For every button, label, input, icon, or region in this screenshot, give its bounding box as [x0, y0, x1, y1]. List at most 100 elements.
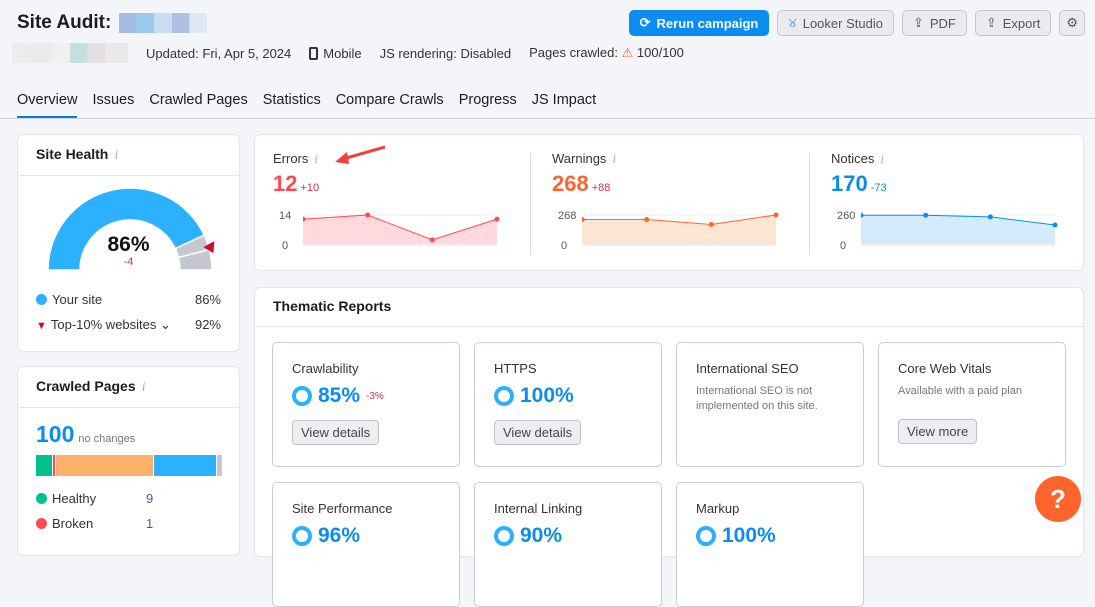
bar-segment-redirected[interactable]	[153, 455, 216, 476]
report-card-core-web-vitals[interactable]: Core Web Vitals Available with a paid pla…	[878, 342, 1066, 467]
sparkline-chart	[861, 212, 1058, 246]
report-button[interactable]: View more	[898, 419, 978, 444]
legend-healthy[interactable]: Healthy 9	[18, 491, 239, 506]
tab-compare-crawls[interactable]: Compare Crawls	[335, 92, 444, 108]
site-health-card: Site Health i 86% -4 Your site 86% ▼ Top-10…	[17, 134, 240, 352]
site-health-gauge	[47, 187, 215, 271]
export-button[interactable]: ⇪ Export	[974, 10, 1052, 36]
sparkline-point[interactable]	[923, 212, 929, 218]
report-button[interactable]: View details	[494, 420, 582, 445]
legend-your-site: Your site 86%	[18, 292, 239, 307]
sparkline-area	[861, 215, 1055, 244]
report-title: Core Web Vitals	[898, 361, 992, 376]
project-domain-redacted	[119, 13, 208, 33]
sparkline-point[interactable]	[1052, 222, 1058, 228]
info-icon[interactable]: i	[314, 151, 319, 166]
pdf-label: PDF	[929, 15, 956, 31]
info-icon[interactable]: i	[880, 151, 884, 166]
bar-segment-broken[interactable]	[53, 455, 56, 476]
report-title: Crawlability	[292, 361, 359, 376]
bar-segment-blocked[interactable]	[216, 455, 222, 476]
info-icon[interactable]: i	[141, 380, 146, 395]
metric-value[interactable]: 12 +10	[273, 171, 513, 197]
tab-js-impact[interactable]: JS Impact	[531, 92, 597, 108]
updated-date: Updated: Fri, Apr 5, 2024	[146, 45, 292, 61]
warning-icon: ⚠	[621, 45, 634, 60]
sparkline-point[interactable]	[987, 214, 993, 220]
site-health-header: Site Health i	[18, 135, 239, 176]
sparkline-point[interactable]	[365, 212, 371, 218]
y-axis-min: 0	[561, 240, 568, 252]
looker-studio-button[interactable]: ୪ Looker Studio	[777, 10, 894, 36]
upload-icon: ⇪	[912, 15, 924, 30]
metric-value[interactable]: 268 +88	[552, 171, 792, 197]
sparkline-point[interactable]	[582, 217, 585, 223]
report-card-internal-linking[interactable]: Internal Linking 90%	[474, 482, 662, 607]
help-button[interactable]: ?	[1035, 476, 1081, 522]
gauge-your-site-arc	[47, 187, 206, 271]
settings-button[interactable]: ⚙	[1059, 10, 1085, 36]
crawled-count: 100 no changes	[36, 421, 135, 448]
report-card-markup[interactable]: Markup 100%	[676, 482, 864, 607]
report-description: International SEO is not implemented on …	[696, 385, 818, 412]
report-score-value: 100%	[520, 384, 574, 407]
report-card-international-seo[interactable]: International SEO International SEO is no…	[676, 342, 864, 467]
bar-segment-have-issues[interactable]	[56, 455, 153, 476]
bar-segment-healthy[interactable]	[36, 455, 53, 476]
rerun-campaign-button[interactable]: ⟳ Rerun campaign	[628, 10, 770, 36]
sparkline-point[interactable]	[644, 217, 650, 223]
report-score-value: 100%	[722, 524, 776, 547]
info-icon[interactable]: i	[612, 151, 617, 166]
rerun-label: Rerun campaign	[656, 15, 759, 31]
mobile-icon	[309, 46, 319, 60]
report-title: International SEO	[696, 361, 799, 376]
blue-dot-icon	[36, 294, 47, 305]
sparkline-point[interactable]	[303, 216, 306, 222]
device-label: Mobile	[323, 45, 362, 61]
toolbar: ⟳ Rerun campaign ୪ Looker Studio ⇪ PDF ⇪ Exp…	[628, 10, 1085, 36]
refresh-icon: ⟳	[639, 15, 651, 30]
report-card-site-performance[interactable]: Site Performance 96%	[272, 482, 460, 607]
sparkline-point[interactable]	[773, 212, 779, 218]
broken-value[interactable]: 1	[146, 516, 154, 531]
crawled-count-value: 100	[36, 421, 75, 447]
legend-top10[interactable]: ▼ Top-10% websites ⌄ 92%	[18, 317, 239, 333]
sparkline-point[interactable]	[861, 212, 864, 218]
tab-crawled-pages[interactable]: Crawled Pages	[149, 92, 248, 108]
report-button[interactable]: View details	[292, 420, 380, 445]
tab-issues[interactable]: Issues	[92, 92, 135, 108]
metric-value[interactable]: 170 -73	[831, 171, 1071, 197]
metric-delta: +10	[300, 182, 320, 194]
sparkline-point[interactable]	[429, 237, 435, 243]
sparkline-point[interactable]	[708, 222, 714, 228]
sparkline-line	[303, 214, 498, 241]
sparkline-point[interactable]	[494, 216, 500, 222]
divider	[809, 153, 810, 255]
report-score-delta: -3%	[366, 390, 384, 402]
metric-warnings: Warnings i 268 +88 268 0	[552, 151, 792, 252]
y-axis-max: 14	[279, 210, 292, 222]
report-score-value: 85%	[318, 384, 361, 407]
pages-crawled: Pages crawled: ⚠ 100/100	[529, 45, 684, 61]
metric-label-text: Errors	[273, 151, 309, 166]
site-health-value: 86%	[107, 233, 150, 256]
chevron-down-icon[interactable]: ⌄	[160, 317, 171, 332]
looker-studio-icon: ୪	[788, 15, 797, 30]
tab-statistics[interactable]: Statistics	[262, 92, 321, 108]
info-icon[interactable]: i	[114, 148, 119, 163]
metric-value-text: 12	[273, 171, 298, 196]
tab-overview[interactable]: Overview	[17, 92, 78, 119]
pdf-button[interactable]: ⇪ PDF	[901, 10, 967, 36]
sparkline-line	[861, 214, 1056, 226]
gear-icon: ⚙	[1066, 15, 1078, 30]
triangle-down-icon: ▼	[36, 320, 47, 332]
tab-progress[interactable]: Progress	[458, 92, 517, 108]
report-description: Available with a paid plan	[898, 385, 1022, 397]
report-card-crawlability[interactable]: Crawlability 85% -3% View details	[272, 342, 460, 467]
legend-broken[interactable]: Broken 1	[18, 516, 239, 531]
crawled-change: no changes	[78, 433, 136, 445]
report-title: HTTPS	[494, 361, 537, 376]
red-dot-icon	[36, 518, 47, 529]
report-card-https[interactable]: HTTPS 100% View details	[474, 342, 662, 467]
healthy-value[interactable]: 9	[146, 491, 154, 506]
